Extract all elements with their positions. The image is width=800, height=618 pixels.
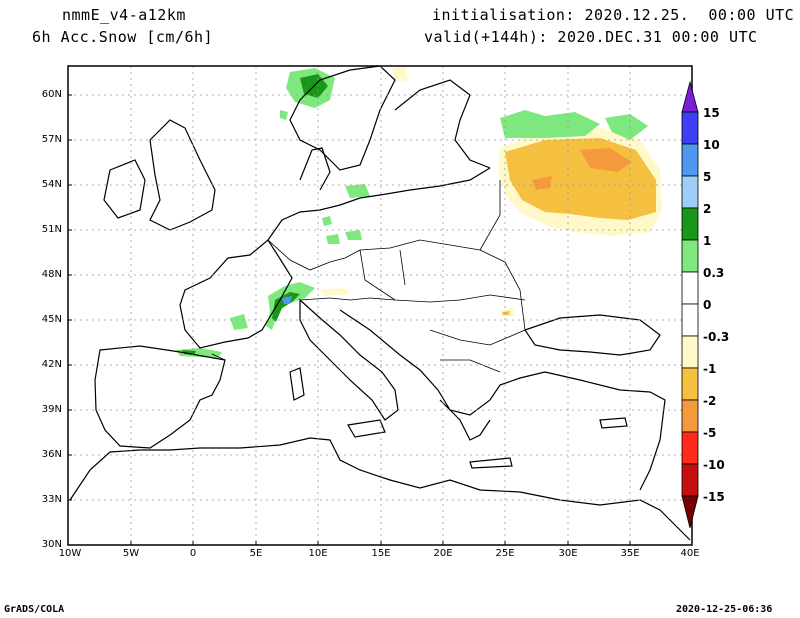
lon-label: 15E bbox=[371, 548, 391, 559]
colorbar-label: -5 bbox=[703, 426, 717, 440]
coastline-cyprus bbox=[599, 417, 628, 429]
colorbar-label: -15 bbox=[703, 490, 725, 504]
coastline-sicily bbox=[347, 419, 386, 438]
snow-area-alps bbox=[266, 282, 315, 330]
axis-ticks bbox=[68, 94, 631, 545]
colorbar-label: 1 bbox=[703, 234, 712, 248]
lat-label: 60N bbox=[41, 89, 62, 100]
snow-area-north-yellow bbox=[392, 66, 408, 82]
colorbar-cell bbox=[681, 463, 699, 497]
colorbar-cell bbox=[681, 271, 699, 305]
snow-area-alps-yellow bbox=[320, 288, 350, 296]
colorbar-cell bbox=[681, 335, 699, 369]
colorbar-cell bbox=[681, 399, 699, 433]
lat-label: 42N bbox=[41, 359, 62, 370]
coastline-crete bbox=[469, 457, 513, 469]
colorbar-label: -2 bbox=[703, 394, 717, 408]
lon-label: 30E bbox=[558, 548, 578, 559]
colorbar-cell bbox=[681, 111, 699, 145]
coastline-black-sea bbox=[524, 314, 661, 356]
lat-label: 30N bbox=[41, 539, 62, 550]
colorbar-cell bbox=[681, 367, 699, 401]
lon-label: 0 bbox=[189, 548, 197, 559]
lat-label: 54N bbox=[41, 179, 62, 190]
coastline-france bbox=[179, 239, 293, 349]
colorbar-cell bbox=[681, 239, 699, 273]
snow-area-massif bbox=[230, 314, 248, 330]
colorbar-label: 0.3 bbox=[703, 266, 725, 280]
coastline-sardinia bbox=[289, 367, 305, 401]
colorbar-label: 2 bbox=[703, 202, 712, 216]
coastline-greece bbox=[439, 399, 491, 441]
snow-area-alps-high bbox=[282, 296, 292, 304]
colorbar-cell bbox=[681, 175, 699, 209]
lat-label: 39N bbox=[41, 404, 62, 415]
snow-area-baltic bbox=[500, 110, 600, 138]
lon-label: 10W bbox=[58, 548, 82, 559]
colorbar-label: -1 bbox=[703, 362, 717, 376]
init-time: initialisation: 2020.12.25. 00:00 UTC bbox=[432, 6, 795, 24]
colorbar-cell bbox=[681, 143, 699, 177]
snow-area-germany bbox=[322, 216, 332, 226]
footer-credit: GrADS/COLA bbox=[4, 604, 65, 615]
field-name: 6h Acc.Snow [cm/6h] bbox=[32, 28, 214, 46]
coastline-italy bbox=[299, 298, 399, 421]
coastline-denmark bbox=[299, 147, 331, 191]
valid-time: valid(+144h): 2020.DEC.31 00:00 UTC bbox=[424, 28, 758, 46]
lat-label: 36N bbox=[41, 449, 62, 460]
lon-label: 5W bbox=[122, 548, 140, 559]
lat-label: 48N bbox=[41, 269, 62, 280]
colorbar-label: 0 bbox=[703, 298, 712, 312]
colorbar-label: 10 bbox=[703, 138, 720, 152]
coastline-ireland bbox=[103, 159, 146, 219]
snow-area-north-russia bbox=[605, 114, 648, 140]
colorbar-bottom-arrow bbox=[681, 495, 699, 529]
snow-field-layer bbox=[176, 66, 662, 358]
snow-area-alps-core bbox=[272, 292, 300, 322]
snow-area-sweden bbox=[345, 184, 370, 198]
lon-label: 20E bbox=[433, 548, 453, 559]
colorbar-cell bbox=[681, 303, 699, 337]
lon-label: 35E bbox=[620, 548, 640, 559]
snow-area-sweden2 bbox=[280, 110, 288, 120]
lat-label: 45N bbox=[41, 314, 62, 325]
coastline-north-sea bbox=[267, 167, 491, 241]
coastline-turkey bbox=[544, 371, 666, 491]
lon-label: 25E bbox=[495, 548, 515, 559]
footer-timestamp: 2020-12-25-06:36 bbox=[676, 604, 773, 615]
colorbar-top-arrow bbox=[681, 80, 699, 113]
snow-area-germany3 bbox=[326, 234, 340, 244]
lon-label: 5E bbox=[249, 548, 263, 559]
border-layer bbox=[211, 180, 526, 373]
coastline-baltic-east bbox=[394, 79, 491, 169]
snow-area-east-peak2 bbox=[532, 176, 552, 190]
coastline-iberia bbox=[94, 345, 226, 449]
colorbar-label: -10 bbox=[703, 458, 725, 472]
graticule bbox=[68, 66, 692, 545]
colorbar-label: 5 bbox=[703, 170, 712, 184]
colorbar bbox=[681, 80, 699, 529]
snow-area-east-peak bbox=[580, 148, 632, 172]
coastline-britain bbox=[149, 119, 216, 231]
snow-area-germany2 bbox=[345, 230, 362, 240]
model-name: nmmE_v4-a12km bbox=[62, 6, 186, 24]
colorbar-cell bbox=[681, 431, 699, 465]
border-lines bbox=[211, 180, 526, 373]
coastline-layer bbox=[69, 65, 691, 541]
lat-label: 33N bbox=[41, 494, 62, 505]
lat-label: 57N bbox=[41, 134, 62, 145]
lat-label: 51N bbox=[41, 224, 62, 235]
coastline-north-africa bbox=[69, 437, 691, 541]
lon-label: 10E bbox=[308, 548, 328, 559]
lon-label: 40E bbox=[680, 548, 700, 559]
colorbar-label: 15 bbox=[703, 106, 720, 120]
colorbar-label: -0.3 bbox=[703, 330, 730, 344]
snow-area-balkan-orange bbox=[502, 311, 510, 315]
colorbar-cell bbox=[681, 207, 699, 241]
coastline-scandinavia bbox=[289, 65, 396, 171]
